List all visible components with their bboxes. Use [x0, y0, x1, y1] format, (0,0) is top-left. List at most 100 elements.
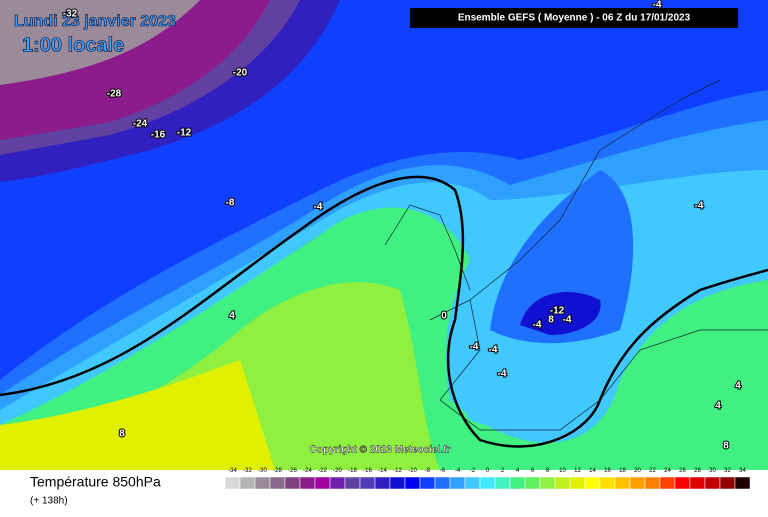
contour-label: -8	[226, 198, 235, 209]
color-swatch	[389, 476, 406, 490]
scale-label: 22	[649, 468, 656, 474]
contour-label: -28	[107, 89, 122, 100]
time: 1:00 locale	[22, 34, 124, 56]
contour-label: -12	[177, 128, 192, 139]
color-swatch	[494, 476, 511, 490]
scale-label: -26	[288, 468, 297, 474]
scale-label: 0	[486, 468, 490, 474]
scale-label: 12	[574, 468, 581, 474]
color-swatch	[629, 476, 646, 490]
scale-label: -32	[243, 468, 252, 474]
scale-label: 6	[531, 468, 535, 474]
scale-label: -22	[318, 468, 327, 474]
contour-label: 4	[229, 311, 235, 322]
contour-label: -4	[563, 315, 572, 326]
color-swatch	[509, 476, 526, 490]
color-swatch	[584, 476, 601, 490]
scale-label: 4	[516, 468, 520, 474]
coastline	[384, 79, 768, 431]
color-swatch	[344, 476, 361, 490]
scale-label: -20	[333, 468, 342, 474]
color-swatch	[689, 476, 706, 490]
field	[520, 292, 601, 335]
legend-title: Température 850hPa	[30, 474, 161, 490]
color-swatch	[449, 476, 466, 490]
scale-label: -34	[228, 468, 237, 474]
color-swatch	[404, 476, 421, 490]
scale-label: -24	[303, 468, 312, 474]
scale-label: 16	[604, 468, 611, 474]
contour-label: -4	[470, 342, 479, 353]
color-swatch	[374, 476, 391, 490]
color-swatch	[434, 476, 451, 490]
contour-label: -12	[550, 306, 565, 317]
color-swatch	[419, 476, 436, 490]
map	[0, 0, 768, 470]
scale-label: 28	[694, 468, 701, 474]
scale-label: -4	[455, 468, 461, 474]
contour-label: -4	[489, 345, 498, 356]
scale-label: 24	[664, 468, 671, 474]
scale-label: -28	[273, 468, 282, 474]
color-swatch	[569, 476, 586, 490]
scale-label: -30	[258, 468, 267, 474]
scale-label: -18	[348, 468, 357, 474]
scale-label: -12	[393, 468, 402, 474]
contour-label: -16	[151, 130, 166, 141]
scale-label: -8	[425, 468, 431, 474]
zero-isotherm	[0, 175, 768, 448]
scale-label: 8	[546, 468, 550, 474]
contour-label: -4	[653, 0, 662, 11]
contour-label: -24	[133, 119, 148, 130]
color-swatch	[704, 476, 721, 490]
field	[0, 0, 200, 85]
color-swatch	[359, 476, 376, 490]
color-swatch	[284, 476, 301, 490]
contour-label: -4	[314, 202, 323, 213]
scale-label: -14	[378, 468, 387, 474]
color-swatch	[734, 476, 751, 490]
contour-label: 4	[735, 381, 741, 392]
date: Lundi 23 janvier 2023	[14, 13, 176, 30]
contour-label: -4	[498, 369, 507, 380]
color-swatch	[524, 476, 541, 490]
color-swatch	[269, 476, 286, 490]
contour-label: 4	[715, 401, 721, 412]
scale-label: 30	[709, 468, 716, 474]
contour-label: -4	[695, 201, 704, 212]
scale-label: 10	[559, 468, 566, 474]
contour-label: 8	[119, 429, 125, 440]
scale-label: -10	[408, 468, 417, 474]
scale-label: 2	[501, 468, 505, 474]
field	[0, 360, 275, 470]
color-swatch	[479, 476, 496, 490]
scale-label: -6	[440, 468, 446, 474]
color-swatch	[674, 476, 691, 490]
color-swatch	[539, 476, 556, 490]
contour-label: -32	[63, 9, 78, 20]
color-swatch	[314, 476, 331, 490]
scale-label: 14	[589, 468, 596, 474]
header-box	[410, 8, 738, 28]
color-swatch	[644, 476, 661, 490]
scale-label: -16	[363, 468, 372, 474]
color-swatch	[224, 476, 241, 490]
lead-time: (+ 138h)	[30, 496, 68, 507]
color-swatch	[299, 476, 316, 490]
color-swatch	[599, 476, 616, 490]
color-swatch	[614, 476, 631, 490]
scale-label: -2	[470, 468, 476, 474]
contour-label: 0	[441, 311, 447, 322]
scale-label: 32	[724, 468, 731, 474]
scale-label: 20	[634, 468, 641, 474]
copyright: Copyright © 2023 Meteociel.fr	[310, 445, 451, 456]
contour-label: 8	[548, 315, 554, 326]
scale-label: 34	[739, 468, 746, 474]
contour-label: -20	[233, 68, 248, 79]
header: Ensemble GEFS ( Moyenne ) - 06 Z du 17/0…	[458, 13, 691, 24]
color-swatch	[659, 476, 676, 490]
color-swatch	[464, 476, 481, 490]
color-swatch	[239, 476, 256, 490]
color-swatch	[554, 476, 571, 490]
scale-label: 18	[619, 468, 626, 474]
